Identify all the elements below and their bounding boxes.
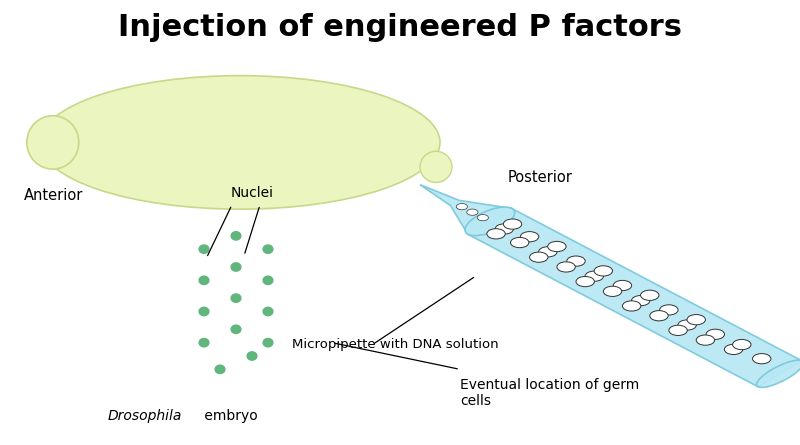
- Ellipse shape: [757, 360, 800, 388]
- Circle shape: [622, 301, 641, 311]
- Text: Injection of engineered P factors: Injection of engineered P factors: [118, 13, 682, 42]
- Circle shape: [548, 241, 566, 251]
- Text: Eventual location of germ
cells: Eventual location of germ cells: [460, 378, 639, 409]
- Ellipse shape: [262, 275, 274, 285]
- Ellipse shape: [230, 293, 242, 303]
- Text: Nuclei: Nuclei: [230, 186, 274, 200]
- Circle shape: [631, 295, 650, 306]
- Circle shape: [557, 262, 575, 272]
- Circle shape: [733, 340, 751, 350]
- Circle shape: [520, 231, 538, 242]
- Ellipse shape: [198, 275, 210, 285]
- Ellipse shape: [198, 338, 210, 348]
- Ellipse shape: [420, 151, 452, 182]
- Text: embryo: embryo: [200, 409, 258, 423]
- Circle shape: [576, 276, 594, 287]
- Ellipse shape: [230, 231, 242, 241]
- Circle shape: [706, 329, 725, 340]
- Ellipse shape: [262, 244, 274, 254]
- Ellipse shape: [214, 364, 226, 374]
- Circle shape: [660, 305, 678, 315]
- Ellipse shape: [198, 307, 210, 316]
- Polygon shape: [420, 185, 800, 387]
- Circle shape: [538, 247, 557, 257]
- Circle shape: [585, 271, 603, 281]
- Text: Micropipette with DNA solution: Micropipette with DNA solution: [292, 338, 498, 352]
- Ellipse shape: [262, 338, 274, 348]
- Circle shape: [678, 320, 696, 330]
- Circle shape: [753, 354, 771, 364]
- Circle shape: [510, 238, 529, 248]
- Ellipse shape: [27, 116, 79, 169]
- Circle shape: [530, 252, 548, 262]
- Circle shape: [487, 229, 506, 239]
- Circle shape: [495, 224, 514, 234]
- Ellipse shape: [465, 207, 514, 236]
- Circle shape: [566, 256, 585, 266]
- Circle shape: [478, 214, 489, 221]
- Ellipse shape: [230, 324, 242, 334]
- Ellipse shape: [262, 307, 274, 316]
- Circle shape: [614, 280, 632, 291]
- Text: Posterior: Posterior: [508, 170, 573, 186]
- Circle shape: [669, 325, 687, 336]
- Circle shape: [724, 344, 742, 355]
- Circle shape: [650, 311, 668, 321]
- Circle shape: [696, 335, 714, 345]
- Circle shape: [687, 315, 706, 325]
- Circle shape: [456, 203, 467, 210]
- Circle shape: [641, 290, 659, 300]
- Ellipse shape: [246, 351, 258, 361]
- Text: Drosophila: Drosophila: [108, 409, 182, 423]
- Circle shape: [503, 219, 522, 229]
- Circle shape: [603, 286, 622, 296]
- Text: Anterior: Anterior: [24, 188, 83, 203]
- Ellipse shape: [198, 244, 210, 254]
- Circle shape: [466, 209, 478, 215]
- Circle shape: [594, 266, 613, 276]
- Ellipse shape: [230, 262, 242, 272]
- Ellipse shape: [40, 76, 440, 209]
